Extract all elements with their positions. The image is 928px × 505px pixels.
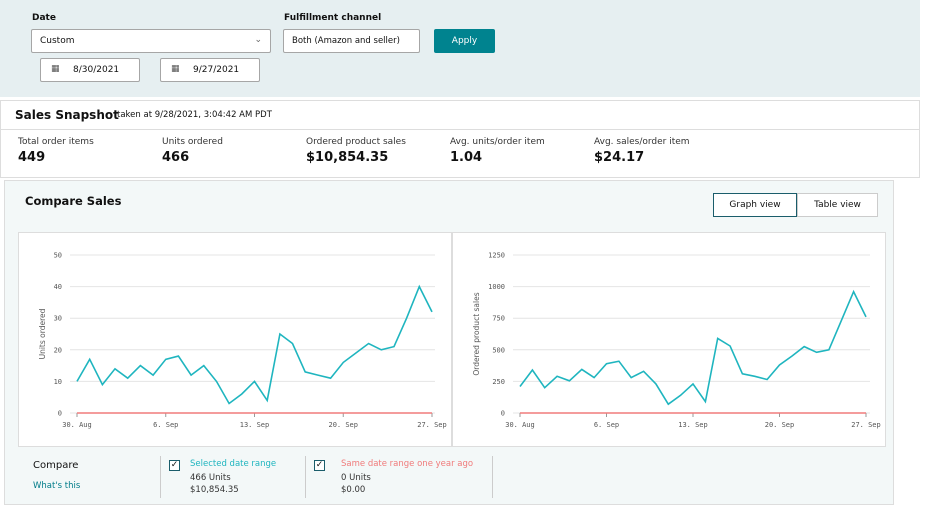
metric-label: Total order items [18,137,94,147]
legend-series-name: Same date range one year ago [341,459,474,469]
x-tick-label: 20. Sep [765,421,795,429]
chart: 0 10 20 30 40 50 Units ordered 30. Aug 6. Sep 13.… [38,252,447,430]
date-select[interactable]: Custom ⌄ [31,29,271,53]
metric-label: Avg. sales/order item [594,137,690,147]
start-date[interactable]: ▦ 8/30/2021 [40,58,140,82]
end-date-text: 9/27/2021 [193,65,240,75]
y-tick-label: 750 [492,315,505,323]
chevron: ⌄ [254,35,262,45]
legend-detail: 466 Units [190,473,231,483]
x-tick-label: 6. Sep [153,421,178,429]
metric-value: $24.17 [594,150,645,165]
chart: 0 250 500 750 1000 1250 Ordered product sales 3… [472,252,881,430]
legend-detail: $10,854.35 [190,485,239,495]
x-tick-label: 6. Sep [594,421,619,429]
channel-label: Fulfillment channel [284,13,382,23]
compare-title: Compare Sales [25,194,122,208]
legend-detail: 0 Units [341,473,371,483]
apply-button[interactable]: Apply [434,29,495,53]
y-tick-label: 1000 [488,283,505,291]
date-label: Date [32,13,56,23]
snapshot-title: Sales Snapshot [15,108,119,122]
x-tick-label: 13. Sep [678,421,708,429]
legend-detail: $0.00 [341,485,366,495]
start-date-text: 8/30/2021 [73,65,120,75]
metric-value: 1.04 [450,150,483,165]
y-tick-label: 1250 [488,252,505,260]
end-date[interactable]: ▦ 9/27/2021 [160,58,260,82]
metric-value: $10,854.35 [306,150,389,165]
legend-divider [305,456,306,498]
x-tick-label: 27. Sep [851,421,881,429]
x-tick-label: 30. Aug [505,421,535,429]
legend-title: Compare [33,460,79,471]
series-line [76,284,433,405]
checkbox[interactable]: ✓ [314,460,325,471]
y-tick-label: 40 [54,283,62,291]
channel-value: Both (Amazon and seller) [292,36,400,46]
calendar-icon: ▦ [171,64,180,74]
date-value: Custom [40,36,75,46]
metrics: Total order items 449 Units ordered 466 Orde… [0,130,920,178]
y-tick-label: 30 [54,315,62,323]
y-axis-label: Units ordered [38,308,47,359]
chart-panel [18,232,452,447]
checkbox[interactable]: ✓ [169,460,180,471]
x-tick-label: 20. Sep [328,421,358,429]
metric-label: Ordered product sales [306,137,406,147]
y-tick-label: 250 [492,378,505,386]
snapshot-taken: taken at 9/28/2021, 3:04:42 AM PDT [117,110,272,120]
table-view-button[interactable]: Table view [797,193,878,217]
legend-divider [492,456,493,498]
chart-panel [452,232,886,447]
x-tick-label: 30. Aug [62,421,92,429]
channel-select[interactable]: Both (Amazon and seller) [283,29,420,53]
x-tick-label: 13. Sep [240,421,270,429]
series-line [519,289,867,406]
y-tick-label: 10 [54,378,62,386]
y-tick-label: 500 [492,346,505,354]
snapshot-header [0,100,920,130]
y-tick-label: 0 [501,410,505,418]
y-tick-label: 50 [54,252,62,260]
legend-link[interactable]: What's this [33,481,81,491]
y-tick-label: 20 [54,346,62,354]
calendar-icon: ▦ [51,64,60,74]
metric-label: Avg. units/order item [450,137,545,147]
legend-series-name: Selected date range [190,459,277,469]
graph-view-button[interactable]: Graph view [713,193,797,217]
y-tick-label: 0 [58,410,62,418]
metric-value: 466 [162,150,190,165]
metric-label: Units ordered [162,137,223,147]
metric-value: 449 [18,150,46,165]
x-tick-label: 27. Sep [417,421,447,429]
legend-divider [160,456,161,498]
y-axis-label: Ordered product sales [472,292,481,375]
